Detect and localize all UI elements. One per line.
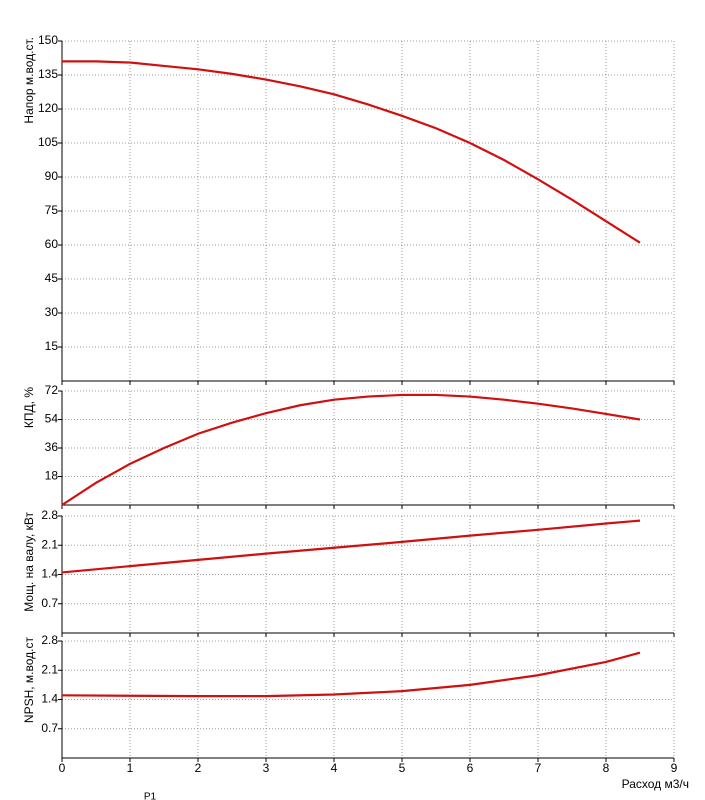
y-tick-label: 36 [45,440,59,454]
y-tick-label: 30 [45,305,59,319]
y-tick-label: 75 [45,203,59,217]
y-tick-label: 60 [45,237,59,251]
y-tick-label: 2.1 [41,537,58,551]
x-tick-label: 0 [59,761,66,775]
curve [61,651,641,698]
x-tick-label: 5 [399,761,406,775]
curve [62,60,641,244]
y-axis-label: Мощ. на валу, кВт [22,512,36,612]
curve [61,393,641,506]
y-tick-label: 45 [45,271,59,285]
x-tick-label: 8 [603,761,610,775]
y-tick-label: 1.4 [41,567,58,581]
x-tick-label: 9 [671,761,678,775]
x-tick-label: 2 [195,761,202,775]
y-axis-label: КПД, % [22,387,36,428]
y-tick-label: 1.4 [41,692,58,706]
y-tick-label: 2.8 [41,508,58,522]
y-tick-label: 2.8 [41,633,58,647]
y-tick-label: 54 [45,412,59,426]
x-axis-label: Расход м3/ч [622,777,689,791]
y-tick-label: 120 [38,101,58,115]
curve [61,519,641,574]
y-tick-label: 90 [45,169,59,183]
x-tick-label: 7 [535,761,542,775]
y-tick-label: 72 [45,383,59,397]
x-tick-label: 4 [331,761,338,775]
y-tick-label: 0.7 [41,721,58,735]
x-tick-label: 1 [127,761,134,775]
y-tick-label: 15 [45,339,59,353]
y-tick-label: 18 [45,469,59,483]
y-tick-label: 2.1 [41,662,58,676]
y-tick-label: 150 [38,33,58,47]
y-axis-label: Напор м.вод.ст. [22,37,36,124]
y-tick-label: 105 [38,135,58,149]
y-axis-label: NPSH, м.вод.ст [22,637,36,724]
x-tick-label: 6 [467,761,474,775]
note: P1 [144,792,157,800]
y-tick-label: 135 [38,67,58,81]
y-tick-label: 0.7 [41,596,58,610]
x-tick-label: 3 [263,761,270,775]
